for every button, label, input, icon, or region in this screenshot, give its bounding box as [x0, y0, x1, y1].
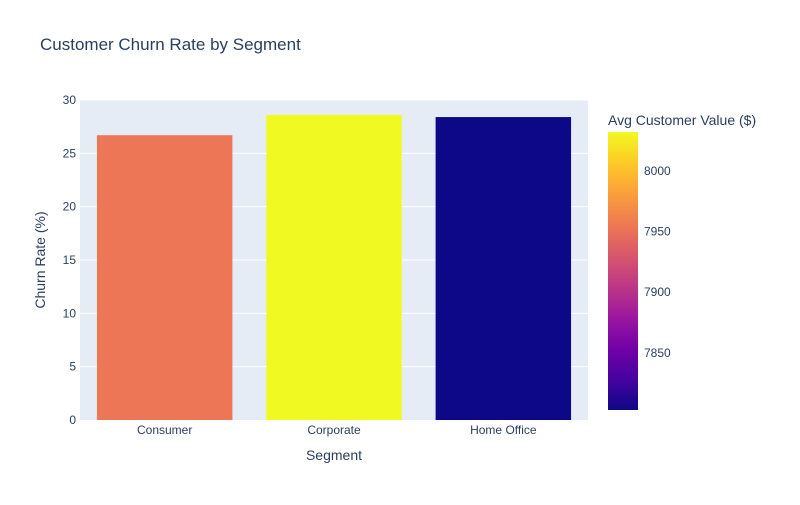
- y-axis-label: Churn Rate (%): [32, 211, 48, 308]
- x-axis-label: Segment: [306, 447, 362, 463]
- colorbar-tick-label: 7950: [644, 225, 671, 239]
- colorbar-title: Avg Customer Value ($): [608, 112, 756, 128]
- x-tick-label: Corporate: [307, 423, 361, 437]
- colorbar-tick-label: 7850: [644, 346, 671, 360]
- y-tick-label: 10: [63, 306, 77, 320]
- x-tick-label: Consumer: [137, 423, 192, 437]
- bars[interactable]: [96, 114, 572, 421]
- chart-title: Customer Churn Rate by Segment: [40, 35, 301, 54]
- y-tick-label: 5: [69, 360, 76, 374]
- bar-consumer[interactable]: [96, 135, 233, 420]
- bar-home-office[interactable]: [435, 117, 572, 421]
- y-tick-label: 20: [63, 200, 77, 214]
- y-tick-label: 15: [63, 253, 77, 267]
- colorbar: [608, 132, 638, 410]
- y-tick-label: 0: [69, 413, 76, 427]
- y-tick-label: 25: [63, 146, 77, 160]
- colorbar-tick-label: 7900: [644, 285, 671, 299]
- bar-corporate[interactable]: [266, 114, 402, 420]
- y-tick-labels: 0 5 10 15 20 25 30: [63, 93, 77, 427]
- colorbar-tick-label: 8000: [644, 164, 671, 178]
- colorbar-tick-labels: 7850 7900 7950 8000: [644, 164, 671, 360]
- y-tick-label: 30: [63, 93, 77, 107]
- x-tick-label: Home Office: [470, 423, 537, 437]
- x-tick-labels: Consumer Corporate Home Office: [137, 423, 537, 437]
